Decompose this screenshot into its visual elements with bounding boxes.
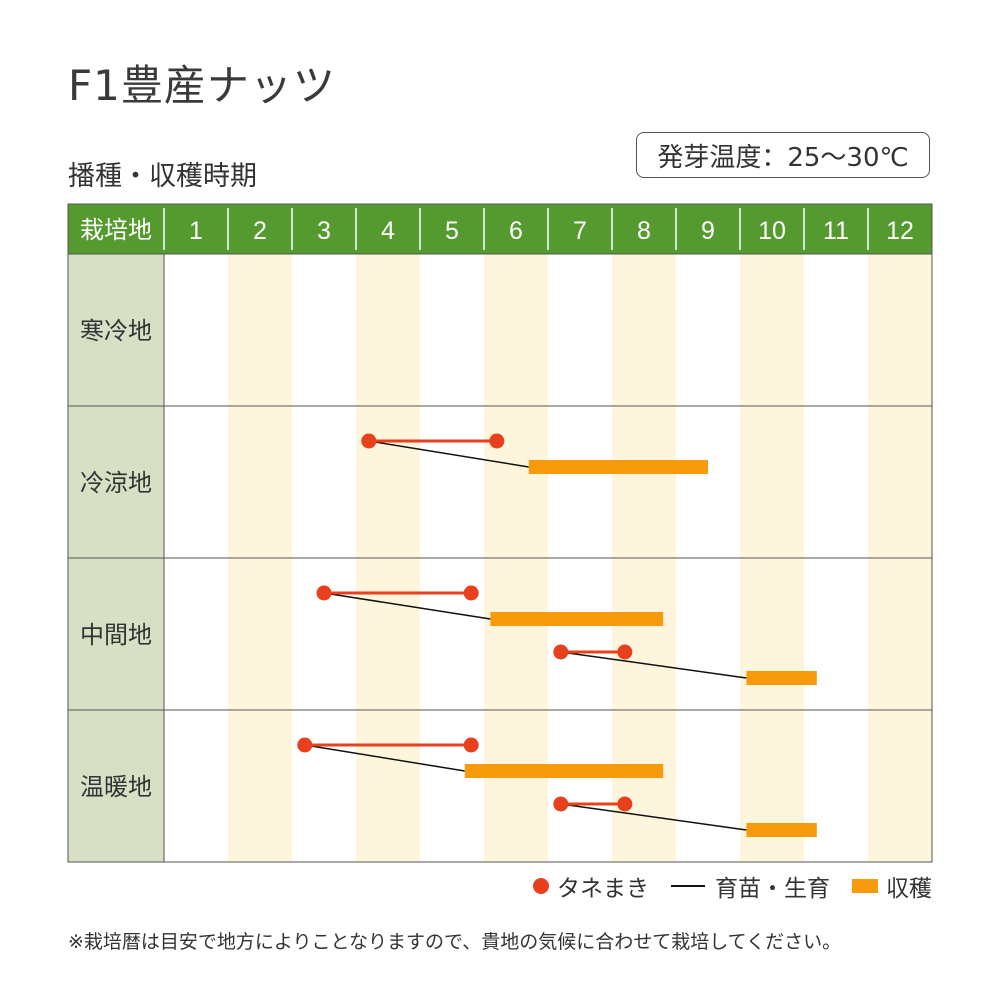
sowing-end-dot [489, 433, 505, 449]
germination-temperature-badge: 発芽温度：25〜30℃ [636, 132, 930, 178]
sowing-end-dot [617, 644, 633, 660]
harvest-bar [746, 823, 817, 837]
growing-line-icon [671, 885, 705, 887]
month-label-2: 2 [253, 217, 267, 245]
growing-line [323, 592, 491, 620]
sowing-end-dot [617, 796, 633, 812]
region-label-1: 寒冷地 [80, 317, 152, 345]
legend-item-sowing: タネまき [533, 869, 649, 903]
chart-legend: タネまき 育苗・生育 収穫 [500, 870, 932, 902]
growing-line [368, 440, 529, 468]
region-label-4: 温暖地 [80, 773, 152, 801]
germination-temperature-text: 発芽温度：25〜30℃ [657, 142, 909, 173]
month-label-7: 7 [573, 217, 587, 245]
harvest-bar [464, 764, 664, 778]
sowing-end-dot [463, 585, 479, 601]
sowing-start-dot [553, 796, 569, 812]
sowing-start-dot [316, 585, 332, 601]
footnote: ※栽培暦は目安で地方によりことなりますので、貴地の気候に合わせて栽培してください… [68, 931, 842, 953]
legend-item-growing: 育苗・生育 [671, 869, 830, 903]
month-label-4: 4 [381, 217, 395, 245]
page-title: F1豊産ナッツ [68, 61, 336, 110]
month-label-8: 8 [637, 217, 651, 245]
growing-line [560, 651, 747, 679]
legend-label-sowing: タネまき [557, 876, 649, 902]
header-bar [68, 204, 932, 254]
legend-item-harvest: 収穫 [852, 869, 932, 903]
month-label-10: 10 [758, 217, 786, 245]
growing-line [304, 744, 465, 772]
chart-border [67, 203, 933, 863]
harvest-bar [490, 612, 664, 626]
month-label-12: 12 [886, 217, 914, 245]
harvest-bar [528, 460, 708, 474]
growing-line [560, 803, 747, 831]
sowing-start-dot [361, 433, 377, 449]
harvest-bar-icon [852, 879, 878, 893]
month-label-3: 3 [317, 217, 331, 245]
month-label-5: 5 [445, 217, 459, 245]
month-label-6: 6 [509, 217, 523, 245]
harvest-bar [746, 671, 817, 685]
region-label-2: 冷涼地 [80, 469, 152, 497]
month-label-9: 9 [701, 217, 715, 245]
month-label-1: 1 [189, 217, 203, 245]
header-region-label: 栽培地 [80, 216, 152, 244]
region-label-3: 中間地 [80, 621, 152, 649]
sowing-start-dot [297, 737, 313, 753]
sowing-dot-icon [533, 878, 549, 894]
sowing-start-dot [553, 644, 569, 660]
sowing-end-dot [463, 737, 479, 753]
month-label-11: 11 [823, 217, 849, 245]
legend-label-harvest: 収穫 [886, 876, 932, 902]
legend-label-growing: 育苗・生育 [715, 876, 830, 902]
chart-subtitle: 播種・収穫時期 [68, 161, 257, 192]
